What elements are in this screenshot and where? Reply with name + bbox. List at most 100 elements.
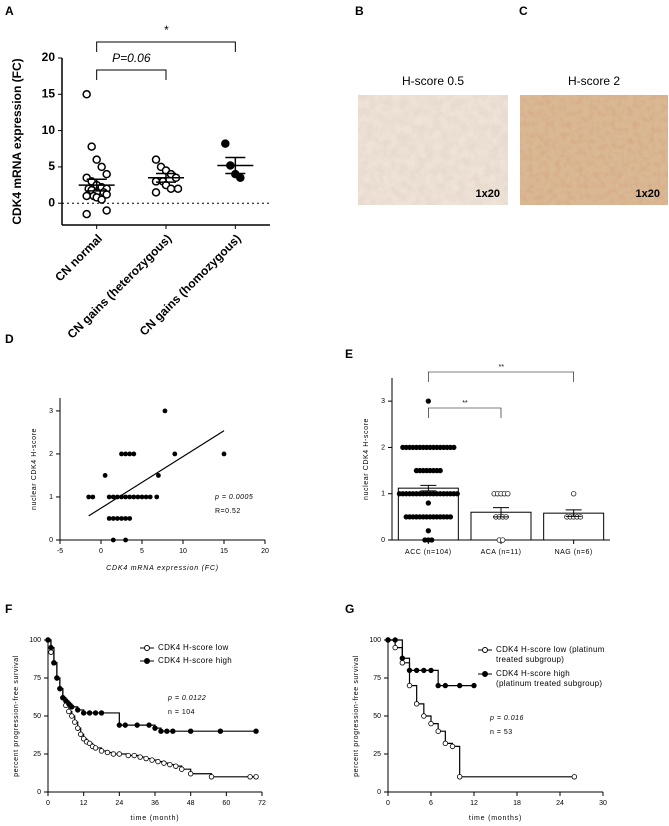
censor-mark xyxy=(75,707,81,713)
censor-mark xyxy=(170,728,176,734)
magnification: 1x20 xyxy=(636,188,660,200)
censor-mark xyxy=(134,722,140,728)
data-point xyxy=(500,537,506,543)
censor-mark xyxy=(137,754,143,760)
annotation: n = 104 xyxy=(168,709,195,716)
censor-mark xyxy=(104,749,111,756)
x-tick-label: 72 xyxy=(258,800,266,807)
censor-mark xyxy=(155,758,161,765)
censor-mark xyxy=(149,757,155,763)
x-tick-label: 36 xyxy=(151,800,159,807)
censor-mark xyxy=(253,728,259,734)
data-point xyxy=(143,494,149,500)
data-point xyxy=(127,494,133,500)
legend-marker xyxy=(482,671,488,677)
data-point xyxy=(127,451,133,457)
data-point xyxy=(106,516,112,521)
data-point xyxy=(82,209,91,219)
y-tick-label: 2 xyxy=(381,444,385,451)
significance-label: ** xyxy=(498,364,504,371)
error-bar xyxy=(86,178,107,192)
data-point xyxy=(135,494,141,500)
data-point xyxy=(106,494,112,500)
censor-mark xyxy=(75,725,81,731)
x-tick-label: 10 xyxy=(179,548,187,555)
data-point xyxy=(90,494,96,500)
y-tick-label: 0 xyxy=(381,537,385,544)
y-tick-label: 5 xyxy=(48,159,55,173)
data-point xyxy=(156,473,161,478)
data-point xyxy=(166,184,176,193)
data-point xyxy=(151,188,161,197)
data-point xyxy=(119,516,124,521)
censor-mark xyxy=(152,725,158,731)
data-point xyxy=(82,90,91,99)
image-title: H-score 2 xyxy=(568,74,620,88)
y-tick-label: 100 xyxy=(369,637,381,644)
censor-mark xyxy=(161,760,167,766)
y-axis-label: CDK4 mRNA expression (FC) xyxy=(10,58,24,224)
legend-label: CDK4 H-score high (platinum treated subg… xyxy=(496,669,603,688)
x-tick-label: -5 xyxy=(57,548,63,555)
censor-mark xyxy=(167,761,173,768)
panel-label: F xyxy=(5,602,12,616)
legend-label: CDK4 H-score low (platinum treated subgr… xyxy=(496,645,605,664)
data-point xyxy=(162,408,168,414)
panel-label: E xyxy=(345,347,353,361)
censor-mark xyxy=(392,637,398,643)
data-point xyxy=(154,494,160,500)
data-point xyxy=(97,162,106,172)
y-tick-label: 50 xyxy=(373,713,381,720)
censor-mark xyxy=(247,774,253,780)
data-point xyxy=(123,516,128,521)
significance-bracket xyxy=(96,41,236,52)
data-point xyxy=(147,494,153,500)
data-point xyxy=(102,206,111,215)
y-tick-label: 10 xyxy=(42,123,56,137)
data-point xyxy=(447,514,454,520)
censor-mark xyxy=(571,774,578,780)
legend-entry: CDK4 H-score low (platinum treated subgr… xyxy=(496,645,605,664)
x-tick-label: 12 xyxy=(80,800,88,807)
legend-entry: CDK4 H-score high xyxy=(158,656,232,665)
panel-label: B xyxy=(355,4,364,18)
data-point xyxy=(92,155,101,164)
error-bar xyxy=(156,172,176,183)
censor-mark xyxy=(179,766,185,772)
censor-mark xyxy=(51,660,57,666)
x-axis-label: CDK4 mRNA expression (FC) xyxy=(106,565,219,572)
y-tick-label: 2 xyxy=(49,451,53,458)
y-axis-label: percent progression-free survival xyxy=(353,655,360,777)
annotation: p = 0.0005 xyxy=(214,494,253,501)
censor-mark xyxy=(164,728,170,734)
censor-mark xyxy=(122,722,128,728)
annotation: p = 0.0122 xyxy=(167,695,206,702)
censor-mark xyxy=(69,713,75,719)
censor-mark xyxy=(131,752,137,759)
data-point xyxy=(429,537,435,543)
legend-marker xyxy=(144,645,150,651)
image-title: H-score 0.5 xyxy=(402,74,464,88)
censor-mark xyxy=(208,774,215,780)
trend-line xyxy=(88,430,225,517)
x-tick-label: CN normal xyxy=(52,231,105,284)
significance-bracket xyxy=(96,69,167,80)
error-bar xyxy=(565,509,582,517)
data-point xyxy=(173,184,183,193)
data-point xyxy=(437,467,443,474)
censor-mark xyxy=(116,751,123,757)
censor-mark xyxy=(428,667,434,674)
data-point xyxy=(451,444,457,451)
y-tick-label: 3 xyxy=(49,408,53,415)
censor-mark xyxy=(48,644,54,651)
censor-mark xyxy=(146,722,152,728)
censor-mark xyxy=(69,704,75,710)
legend-entry: CDK4 H-score high (platinum treated subg… xyxy=(496,669,603,688)
data-point xyxy=(131,451,137,457)
y-tick-label: 25 xyxy=(33,751,41,758)
x-tick-label: 30 xyxy=(599,800,607,807)
x-tick-label: 20 xyxy=(261,548,269,555)
significance-label: P=0.06 xyxy=(112,51,151,65)
x-tick-label: 24 xyxy=(115,800,123,807)
